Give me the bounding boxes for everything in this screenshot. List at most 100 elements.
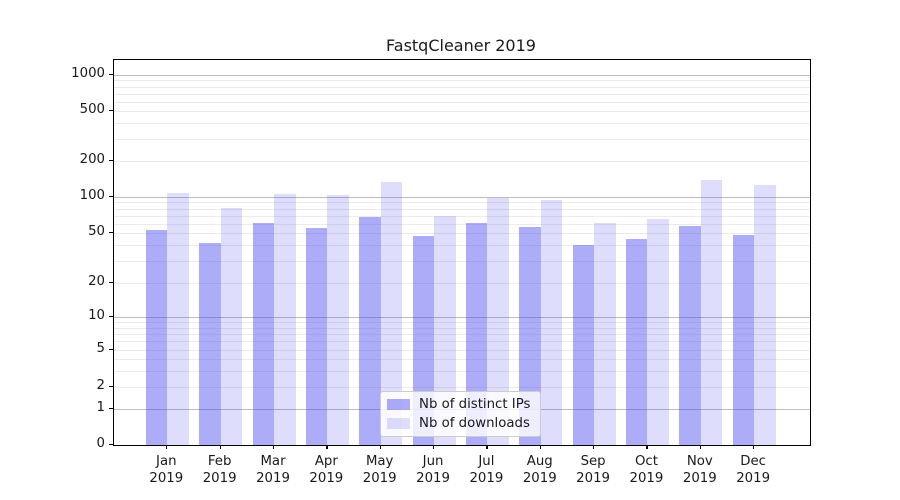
bar-downloads xyxy=(434,215,456,445)
x-tick-label: Jul 2019 xyxy=(456,453,516,487)
x-tick-label: Oct 2019 xyxy=(616,453,676,487)
x-tick-mark xyxy=(539,445,541,449)
major-gridline xyxy=(114,317,810,318)
x-tick-mark xyxy=(326,445,328,449)
x-tick-label: Jun 2019 xyxy=(403,453,463,487)
y-tick-mark xyxy=(109,444,113,446)
minor-gridline xyxy=(114,350,810,351)
x-tick-label: Jan 2019 xyxy=(136,453,196,487)
y-tick-mark xyxy=(109,232,113,234)
minor-gridline xyxy=(114,387,810,388)
bar-distinct-ips xyxy=(145,229,168,445)
year-label: 2019 xyxy=(736,471,771,486)
bar-distinct-ips xyxy=(199,242,221,445)
x-tick-mark xyxy=(379,445,381,449)
y-tick-label: 5 xyxy=(96,341,105,356)
month-label: Nov xyxy=(686,454,713,469)
minor-gridline xyxy=(114,123,810,125)
minor-gridline xyxy=(114,283,810,284)
year-label: 2019 xyxy=(256,471,290,486)
y-tick-label: 20 xyxy=(88,274,105,289)
x-tick-label: Sep 2019 xyxy=(563,453,623,487)
legend: Nb of distinct IPs Nb of downloads xyxy=(380,391,542,437)
minor-gridline xyxy=(114,359,810,360)
month-label: Oct xyxy=(634,454,658,469)
minor-gridline xyxy=(114,161,810,162)
year-label: 2019 xyxy=(309,471,344,486)
minor-gridline xyxy=(114,223,810,225)
bar-downloads xyxy=(380,182,403,445)
y-tick-mark xyxy=(109,196,113,198)
y-tick-label: 2 xyxy=(96,378,105,393)
bar-distinct-ips xyxy=(305,228,328,445)
y-tick-mark xyxy=(109,282,113,284)
y-tick-mark xyxy=(109,407,113,409)
x-tick-mark xyxy=(219,445,221,449)
chart-title: FastqCleaner 2019 xyxy=(386,36,536,55)
year-label: 2019 xyxy=(362,471,397,486)
legend-label: Nb of distinct IPs xyxy=(419,397,531,412)
x-tick-mark xyxy=(593,445,595,449)
x-tick-label: May 2019 xyxy=(350,453,410,487)
month-label: Sep xyxy=(580,454,606,469)
major-gridline xyxy=(114,197,810,198)
legend-item-distinct-ips: Nb of distinct IPs xyxy=(387,397,530,412)
minor-gridline xyxy=(114,208,810,210)
y-tick-label: 0 xyxy=(96,436,105,451)
legend-label: Nb of downloads xyxy=(419,416,530,431)
bar-distinct-ips xyxy=(679,226,701,445)
minor-gridline xyxy=(114,333,810,335)
minor-gridline xyxy=(114,327,810,329)
minor-gridline xyxy=(114,215,810,217)
y-tick-mark xyxy=(109,160,113,162)
x-tick-mark xyxy=(753,445,755,449)
legend-swatch-downloads-icon xyxy=(387,418,410,429)
y-tick-mark xyxy=(109,349,113,351)
x-tick-label: Feb 2019 xyxy=(190,453,250,487)
x-tick-label: Mar 2019 xyxy=(243,453,303,487)
y-tick-label: 50 xyxy=(88,224,105,239)
legend-swatch-ips-icon xyxy=(387,399,410,410)
x-tick-mark xyxy=(486,445,488,449)
bar-downloads xyxy=(487,198,509,445)
y-tick-mark xyxy=(109,316,113,318)
bar-downloads xyxy=(700,179,723,445)
month-label: Aug xyxy=(526,454,553,469)
major-gridline xyxy=(114,75,810,76)
month-label: Feb xyxy=(207,454,232,469)
minor-gridline xyxy=(114,322,810,324)
bar-downloads xyxy=(327,195,349,445)
month-label: Jan xyxy=(156,454,177,469)
minor-gridline xyxy=(114,111,810,112)
month-label: Mar xyxy=(260,454,286,469)
minor-gridline xyxy=(114,202,810,204)
x-tick-label: Dec 2019 xyxy=(723,453,783,487)
y-tick-mark xyxy=(109,386,113,388)
minor-gridline xyxy=(114,245,810,247)
x-tick-mark xyxy=(699,445,701,449)
month-label: Jun xyxy=(422,454,444,469)
bar-distinct-ips xyxy=(465,222,488,445)
minor-gridline xyxy=(114,101,810,103)
bar-distinct-ips xyxy=(732,235,755,445)
year-label: 2019 xyxy=(682,471,717,486)
y-tick-mark xyxy=(109,74,113,76)
minor-gridline xyxy=(114,260,810,262)
month-label: Apr xyxy=(314,454,338,469)
month-label: Jul xyxy=(478,454,495,469)
legend-item-downloads: Nb of downloads xyxy=(387,416,530,431)
bar-downloads xyxy=(540,199,563,445)
y-tick-label: 10 xyxy=(88,308,105,323)
year-label: 2019 xyxy=(202,471,237,486)
x-tick-mark xyxy=(166,445,168,449)
y-tick-label: 500 xyxy=(79,102,105,117)
minor-gridline xyxy=(114,370,810,372)
minor-gridline xyxy=(114,138,810,140)
bar-downloads xyxy=(647,219,669,445)
minor-gridline xyxy=(114,341,810,343)
year-label: 2019 xyxy=(629,471,664,486)
year-label: 2019 xyxy=(149,471,184,486)
minor-gridline xyxy=(114,80,810,82)
bar-distinct-ips xyxy=(519,227,541,445)
year-label: 2019 xyxy=(469,471,504,486)
